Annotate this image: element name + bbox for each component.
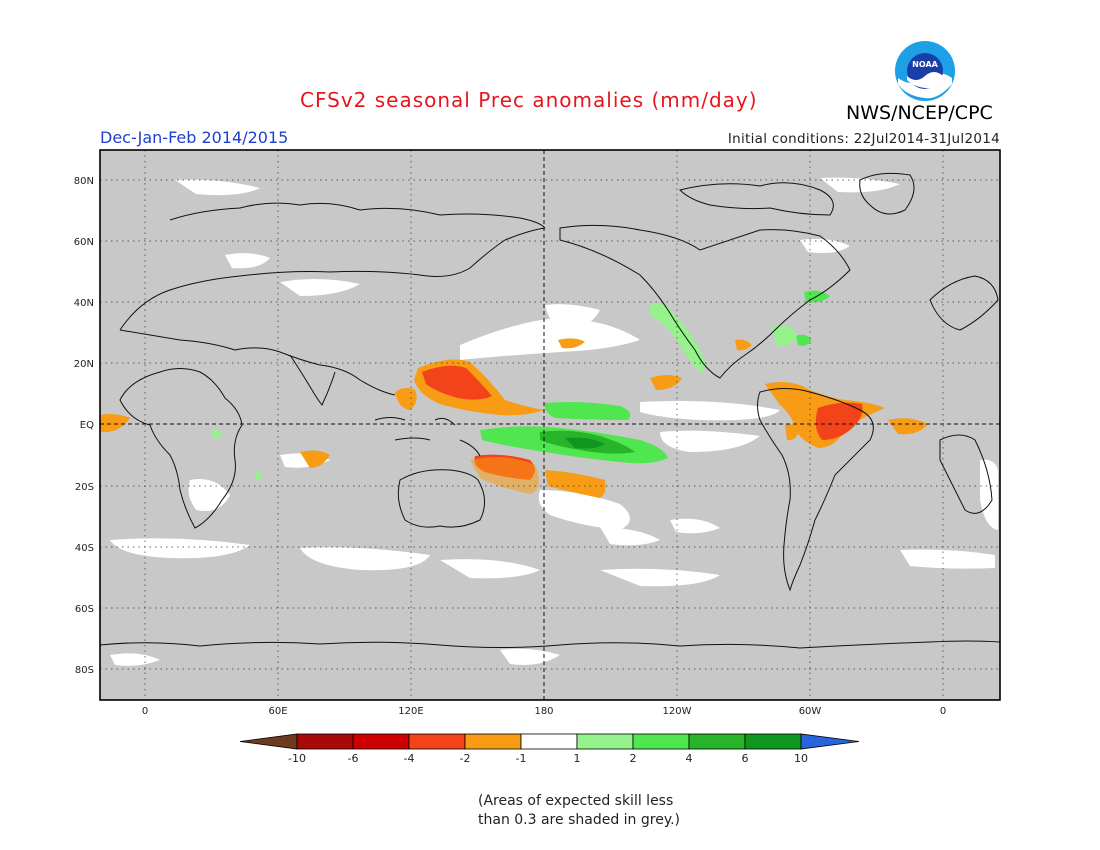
lat-label: 60S	[75, 604, 94, 615]
gridlines	[100, 150, 1000, 700]
colorbar-tick-label: 6	[742, 752, 749, 765]
lon-label: 0	[142, 706, 148, 717]
colorbar-segment	[352, 733, 410, 750]
colorbar-tick-label: -2	[460, 752, 471, 765]
colorbar-segment	[408, 733, 466, 750]
colorbar-segment	[520, 733, 578, 750]
colorbar-labels: -10 -6 -4 -2 -1 1 2 4 6 10	[288, 752, 808, 765]
noaa-logo: NOAA	[895, 41, 955, 101]
lon-label: 0	[940, 706, 946, 717]
dry-anomaly-areas	[100, 338, 928, 498]
lon-label: 120W	[663, 706, 692, 717]
lat-label: EQ	[80, 420, 94, 431]
colorbar-tick-label: -1	[516, 752, 527, 765]
colorbar-tick-label: -4	[404, 752, 415, 765]
lat-label: 80N	[74, 176, 94, 187]
colorbar-segment	[576, 733, 634, 750]
colorbar-segment	[464, 733, 522, 750]
colorbar-arrow-right	[800, 733, 860, 750]
colorbar-tick-label: 1	[574, 752, 581, 765]
wet-anomaly-areas	[212, 290, 830, 481]
lat-label: 60N	[74, 237, 94, 248]
colorbar-tick-label: 2	[630, 752, 637, 765]
colorbar-tick-label: -10	[288, 752, 306, 765]
svg-text:NOAA: NOAA	[912, 60, 938, 69]
footnote-line-1: (Areas of expected skill less	[478, 793, 674, 809]
coastlines	[99, 172, 1001, 649]
lon-label: 60W	[799, 706, 822, 717]
colorbar-tick-label: -6	[348, 752, 359, 765]
agency-label: NWS/NCEP/CPC	[846, 102, 993, 124]
colorbar	[239, 733, 860, 750]
latitude-labels: 80N 60N 40N 20N EQ 20S 40S 60S 80S	[74, 176, 94, 676]
longitude-labels: 0 60E 120E 180 120W 60W 0	[142, 706, 946, 717]
colorbar-segment	[632, 733, 690, 750]
lat-label: 20N	[74, 359, 94, 370]
footnote: (Areas of expected skill less than 0.3 a…	[478, 792, 680, 830]
lat-label: 40N	[74, 298, 94, 309]
colorbar-segment	[744, 733, 802, 750]
map-frame	[99, 149, 1001, 701]
lon-label: 180	[534, 706, 553, 717]
colorbar-segment	[296, 733, 354, 750]
reference-lines	[100, 150, 1000, 700]
lon-label: 60E	[268, 706, 287, 717]
lat-label: 80S	[75, 665, 94, 676]
chart-title: CFSv2 seasonal Prec anomalies (mm/day)	[300, 88, 758, 112]
colorbar-segment	[688, 733, 746, 750]
map-background	[100, 150, 1000, 700]
season-label: Dec-Jan-Feb 2014/2015	[100, 128, 289, 147]
lon-label: 120E	[398, 706, 423, 717]
colorbar-tick-label: 10	[794, 752, 808, 765]
footnote-line-2: than 0.3 are shaded in grey.)	[478, 812, 681, 828]
initial-conditions-label: Initial conditions: 22Jul2014-31Jul2014	[727, 131, 1000, 147]
colorbar-arrow-left	[239, 733, 298, 750]
colorbar-tick-label: 4	[686, 752, 693, 765]
lat-label: 20S	[75, 482, 94, 493]
lat-label: 40S	[75, 543, 94, 554]
